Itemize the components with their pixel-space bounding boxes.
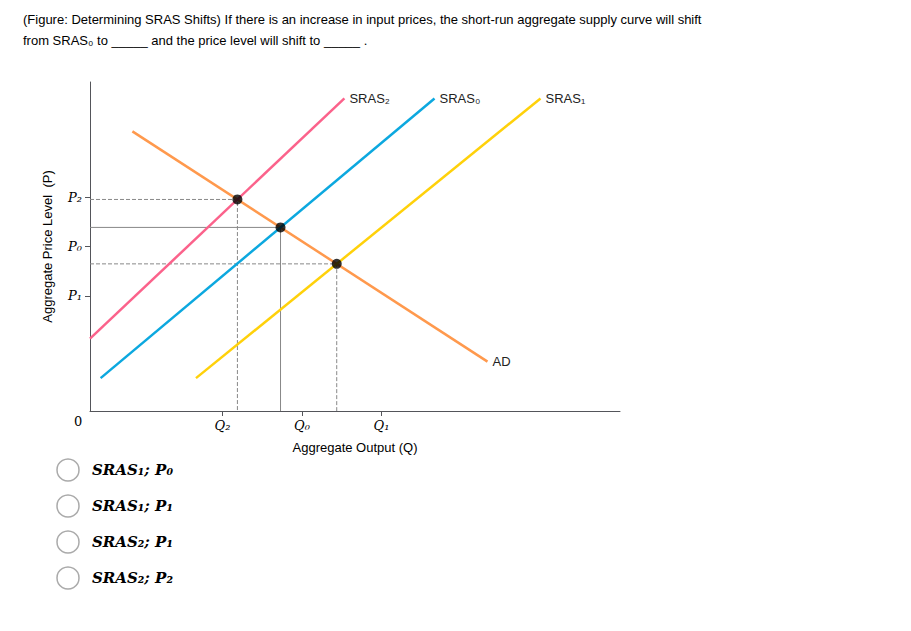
svg-text:SRAS₁: SRAS₁: [546, 91, 586, 106]
svg-text:Q₁: Q₁: [374, 418, 390, 433]
svg-text:AD: AD: [493, 354, 511, 369]
svg-text:from SRAS₀ to _____ and the pr: from SRAS₀ to _____ and the price level …: [23, 33, 367, 48]
svg-text:0: 0: [74, 414, 82, 429]
svg-text:SRAS₂; P₂: SRAS₂; P₂: [92, 569, 173, 587]
svg-text:SRAS₁; P₀: SRAS₁; P₀: [92, 461, 173, 479]
svg-text:SRAS₁; P₁: SRAS₁; P₁: [92, 497, 173, 515]
svg-text:P₀: P₀: [67, 239, 83, 254]
svg-text:(Figure: Determining SRAS Shif: (Figure: Determining SRAS Shifts) If the…: [23, 12, 702, 27]
svg-text:SRAS₂; P₁: SRAS₂; P₁: [92, 533, 173, 551]
svg-text:SRAS₂: SRAS₂: [349, 91, 389, 106]
svg-text:P₂: P₂: [67, 190, 82, 205]
svg-text:Q₂: Q₂: [215, 418, 231, 433]
svg-text:Aggregate Output (Q): Aggregate Output (Q): [292, 440, 417, 455]
svg-text:P₁: P₁: [67, 288, 82, 303]
svg-text:SRAS₀: SRAS₀: [440, 91, 481, 106]
svg-text:Q₀: Q₀: [294, 418, 311, 433]
svg-text:Aggregate Price Level (P): Aggregate Price Level (P): [40, 170, 55, 322]
